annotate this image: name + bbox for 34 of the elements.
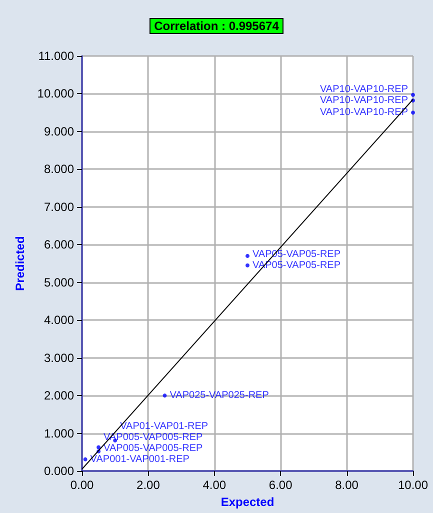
x-tick-label: 10.00: [398, 478, 428, 492]
x-tick-label: 0.00: [70, 478, 94, 492]
x-tick-label: 4.00: [202, 478, 226, 492]
y-tick-label: 10.000: [37, 86, 74, 101]
data-label: VAP025-VAP025-REP: [170, 390, 270, 402]
point: [246, 254, 250, 258]
y-tick-label: 1.000: [44, 426, 74, 440]
x-tick-label: 8.00: [335, 478, 359, 492]
point: [162, 394, 167, 398]
y-axis-title: Predicted: [13, 236, 27, 291]
data-label: VAP001-VAP001-REP: [90, 454, 190, 465]
y-tick-label: 3.000: [44, 350, 74, 365]
data-label: VAP10-VAP10-REP: [320, 95, 408, 106]
y-tick-label: 8.000: [44, 162, 74, 176]
y-tick-label: 0.000: [44, 464, 74, 478]
x-tick-label: 2.00: [136, 478, 160, 492]
y-tick-label: 9.000: [44, 124, 74, 138]
data-label: VAP01-VAP01-REP: [120, 420, 208, 432]
data-label: VAP005-VAP005-REP: [104, 442, 204, 454]
chart-title: Correlation : 0.995674: [154, 19, 280, 33]
y-tick-label: 6.000: [44, 238, 74, 252]
point: [411, 92, 415, 97]
x-tick-label: 6.00: [268, 478, 293, 492]
y-tick-label: 5.000: [44, 275, 74, 290]
y-tick-label: 7.000: [44, 200, 74, 214]
y-tick-label: 11.000: [38, 49, 74, 63]
point: [411, 110, 415, 115]
data-label: VAP10-VAP10-REP: [320, 84, 408, 96]
x-axis-title: Expected: [220, 494, 274, 509]
y-tick-label: 2.000: [44, 388, 74, 403]
point: [96, 445, 101, 450]
point: [246, 263, 250, 268]
point: [83, 457, 88, 462]
y-tick-label: 4.000: [44, 313, 74, 328]
